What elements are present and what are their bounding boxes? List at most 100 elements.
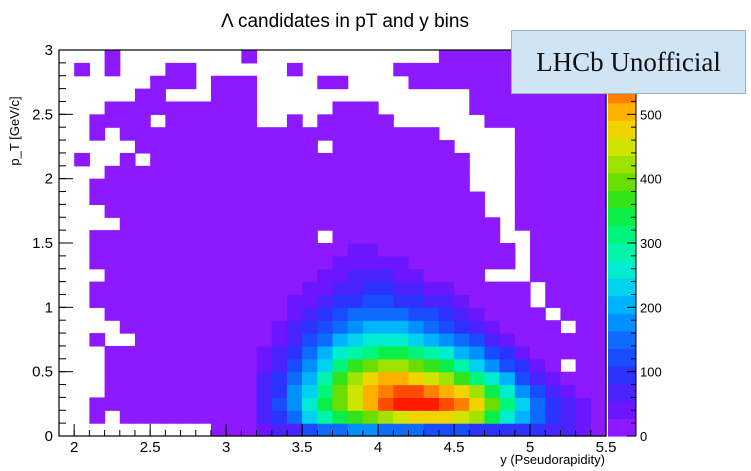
heatmap-cell: [286, 294, 303, 308]
heatmap-cell: [165, 230, 182, 244]
heatmap-cell: [165, 255, 182, 270]
heatmap-cell: [165, 152, 182, 167]
heatmap-cell: [423, 152, 440, 167]
heatmap-cell: [454, 384, 470, 398]
heatmap-cell: [347, 204, 364, 218]
heatmap-cell: [423, 140, 440, 154]
heatmap-cell: [454, 397, 470, 411]
heatmap-cell: [74, 62, 90, 77]
heatmap-cell: [423, 62, 440, 77]
heatmap-cell: [286, 358, 303, 373]
palette-swatch: [608, 172, 636, 191]
heatmap-cell: [180, 75, 197, 90]
heatmap-cell: [514, 165, 531, 180]
heatmap-cell: [530, 358, 546, 373]
heatmap-cell: [210, 397, 227, 411]
heatmap-cell: [362, 140, 379, 154]
heatmap-cell: [378, 127, 394, 141]
heatmap-cell: [256, 281, 273, 296]
heatmap-cell: [195, 178, 212, 193]
heatmap-cell: [119, 191, 136, 205]
heatmap-cell: [119, 345, 136, 360]
heatmap-cell: [256, 294, 273, 308]
heatmap-cell: [210, 140, 227, 154]
heatmap-cell: [530, 178, 546, 193]
heatmap-cell: [408, 127, 425, 141]
heatmap-cell: [560, 333, 577, 347]
heatmap-cell: [210, 358, 227, 373]
heatmap-cell: [362, 371, 379, 386]
heatmap-cell: [393, 243, 410, 257]
heatmap-cell: [286, 114, 303, 128]
palette-swatch: [608, 243, 636, 262]
heatmap-cell: [514, 358, 531, 373]
heatmap-cell: [180, 333, 197, 347]
heatmap-cell: [119, 165, 136, 180]
heatmap-cell: [393, 320, 410, 334]
heatmap-cell: [180, 358, 197, 373]
heatmap-cell: [423, 243, 440, 257]
heatmap-cell: [408, 268, 425, 283]
heatmap-cell: [575, 294, 592, 308]
heatmap-cell: [241, 75, 258, 90]
heatmap-cell: [286, 140, 303, 154]
heatmap-cell: [332, 140, 349, 154]
heatmap-cell: [150, 268, 166, 283]
heatmap-cell: [454, 333, 470, 347]
heatmap-cell: [150, 397, 166, 411]
heatmap-cell: [195, 294, 212, 308]
heatmap-cell: [590, 230, 607, 244]
heatmap-cell: [210, 410, 227, 424]
heatmap-cell: [271, 178, 288, 193]
heatmap-cell: [210, 268, 227, 283]
heatmap-cell: [454, 320, 470, 334]
heatmap-cell: [408, 152, 425, 167]
heatmap-cell: [347, 358, 364, 373]
heatmap-cell: [317, 397, 334, 411]
heatmap-cell: [150, 371, 166, 386]
heatmap-cell: [119, 255, 136, 270]
heatmap-cell: [134, 243, 151, 257]
heatmap-cell: [241, 358, 258, 373]
x-tick-label: 5: [526, 439, 534, 456]
heatmap-cell: [590, 152, 607, 167]
heatmap-cell: [560, 294, 577, 308]
heatmap-cell: [530, 114, 546, 128]
heatmap-cell: [590, 268, 607, 283]
heatmap-cell: [362, 384, 379, 398]
heatmap-cell: [545, 423, 562, 437]
heatmap-cell: [180, 410, 197, 424]
heatmap-cell: [256, 243, 273, 257]
heatmap-cell: [347, 294, 364, 308]
heatmap-cell: [89, 127, 106, 141]
heatmap-cell: [226, 268, 242, 283]
heatmap-cell: [210, 88, 227, 103]
heatmap-cell: [590, 243, 607, 257]
heatmap-cell: [575, 345, 592, 360]
heatmap-cell: [590, 255, 607, 270]
heatmap-cell: [332, 281, 349, 296]
palette-swatch: [608, 102, 636, 121]
heatmap-cell: [545, 127, 562, 141]
heatmap-cell: [378, 410, 394, 424]
heatmap-cell: [545, 204, 562, 218]
heatmap-cell: [210, 320, 227, 334]
heatmap-cell: [271, 294, 288, 308]
heatmap-cell: [134, 140, 151, 154]
heatmap-cell: [423, 333, 440, 347]
palette-swatch: [608, 137, 636, 156]
heatmap-cell: [454, 358, 470, 373]
heatmap-cell: [575, 191, 592, 205]
heatmap-cell: [271, 358, 288, 373]
heatmap-cell: [423, 127, 440, 141]
heatmap-cell: [514, 217, 531, 231]
heatmap-cell: [256, 255, 273, 270]
heatmap-cell: [119, 371, 136, 386]
heatmap-cell: [469, 255, 486, 270]
heatmap-cell: [530, 204, 546, 218]
heatmap-cell: [104, 358, 121, 373]
heatmap-cell: [423, 423, 440, 437]
heatmap-cell: [438, 191, 455, 205]
heatmap-cell: [484, 114, 501, 128]
heatmap-cell: [89, 410, 106, 424]
